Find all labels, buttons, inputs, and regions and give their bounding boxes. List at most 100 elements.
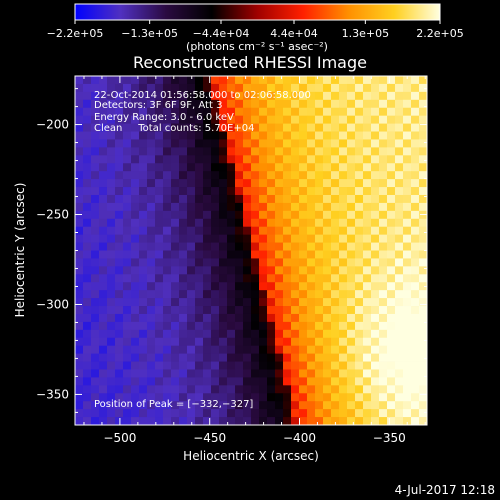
- heatmap-cell: [355, 393, 364, 402]
- heatmap-cell: [323, 266, 332, 275]
- heatmap-cell: [219, 298, 228, 307]
- heatmap-cell: [131, 353, 140, 362]
- heatmap-cell: [331, 266, 340, 275]
- heatmap-cell: [259, 139, 268, 148]
- heatmap-cell: [219, 99, 228, 109]
- heatmap-cell: [403, 115, 412, 124]
- heatmap-cell: [291, 194, 300, 204]
- heatmap-cell: [363, 329, 372, 339]
- heatmap-cell: [339, 409, 348, 418]
- heatmap-cell: [259, 329, 268, 339]
- heatmap-cell: [323, 202, 332, 212]
- heatmap-cell: [123, 409, 132, 418]
- heatmap-cell: [179, 282, 188, 291]
- heatmap-cell: [299, 171, 308, 180]
- heatmap-cell: [267, 179, 276, 188]
- heatmap-cell: [83, 313, 92, 323]
- heatmap-cell: [355, 123, 364, 132]
- heatmap-cell: [251, 417, 260, 426]
- heatmap-cell: [99, 345, 108, 355]
- heatmap-cell: [163, 179, 172, 188]
- heatmap-cell: [171, 234, 180, 243]
- heatmap-cell: [123, 337, 132, 347]
- heatmap-cell: [235, 234, 244, 243]
- heatmap-cell: [139, 179, 148, 188]
- heatmap-cell: [219, 107, 228, 117]
- y-axis: −200−250−300−350: [36, 88, 427, 413]
- heatmap-cell: [339, 234, 348, 243]
- heatmap-cell: [323, 147, 332, 156]
- heatmap-cell: [331, 298, 340, 307]
- heatmap-cell: [187, 321, 196, 331]
- colorbar-tick-label: 1.3e+05: [342, 27, 389, 40]
- heatmap-cell: [131, 155, 140, 164]
- heatmap-cell: [107, 83, 116, 93]
- heatmap-cell: [179, 306, 188, 315]
- heatmap-cell: [115, 131, 124, 140]
- heatmap-cell: [211, 210, 220, 220]
- heatmap-cell: [115, 353, 124, 362]
- heatmap-cell: [139, 250, 148, 259]
- heatmap-cell: [203, 401, 212, 410]
- heatmap-cell: [131, 266, 140, 275]
- heatmap-cell: [259, 393, 268, 402]
- heatmap-cell: [323, 409, 332, 418]
- heatmap-cell: [299, 234, 308, 243]
- heatmap-cell: [387, 99, 396, 109]
- heatmap-cell: [139, 91, 148, 101]
- heatmap-cell: [363, 76, 372, 85]
- heatmap-cell: [331, 306, 340, 315]
- heatmap-cell: [179, 329, 188, 339]
- heatmap-cell: [195, 313, 204, 323]
- heatmap-cell: [283, 91, 292, 101]
- heatmap-cell: [163, 99, 172, 109]
- heatmap-cell: [171, 91, 180, 101]
- heatmap-cell: [323, 76, 332, 85]
- heatmap-cell: [227, 401, 236, 410]
- heatmap-cell: [155, 274, 164, 283]
- heatmap-cell: [379, 194, 388, 204]
- heatmap-cell: [139, 107, 148, 117]
- heatmap-cell: [299, 369, 308, 378]
- heatmap-cell: [419, 91, 428, 101]
- heatmap-cell: [91, 234, 100, 243]
- heatmap-cell: [227, 147, 236, 156]
- heatmap-cell: [363, 266, 372, 275]
- heatmap-cell: [379, 91, 388, 101]
- heatmap-cell: [139, 123, 148, 132]
- heatmap-cell: [371, 337, 380, 347]
- heatmap-cell: [283, 417, 292, 426]
- heatmap-cell: [299, 179, 308, 188]
- heatmap-cell: [371, 306, 380, 315]
- heatmap-cell: [99, 147, 108, 156]
- heatmap-cell: [355, 417, 364, 426]
- heatmap-cell: [267, 290, 276, 299]
- heatmap-cell: [331, 123, 340, 132]
- heatmap-cell: [363, 123, 372, 132]
- heatmap-cell: [83, 242, 92, 251]
- heatmap-cell: [211, 83, 220, 93]
- heatmap-cell: [299, 377, 308, 386]
- heatmap-cell: [307, 321, 316, 331]
- heatmap-cell: [203, 76, 212, 85]
- heatmap-cell: [315, 377, 324, 386]
- heatmap-cell: [267, 155, 276, 164]
- heatmap-cell: [147, 393, 156, 402]
- heatmap-cell: [99, 417, 108, 426]
- heatmap-cell: [179, 123, 188, 132]
- heatmap-cell: [299, 76, 308, 85]
- heatmap-cell: [259, 258, 268, 267]
- heatmap-cell: [227, 282, 236, 291]
- heatmap-cell: [91, 123, 100, 132]
- heatmap-cell: [91, 163, 100, 172]
- heatmap-cell: [139, 258, 148, 267]
- heatmap-cell: [267, 91, 276, 101]
- heatmap-cell: [307, 401, 316, 410]
- heatmap-cell: [411, 147, 420, 156]
- heatmap-cell: [347, 139, 356, 148]
- heatmap-cell: [299, 266, 308, 275]
- heatmap-cell: [331, 76, 340, 85]
- heatmap-cell: [315, 194, 324, 204]
- heatmap-cell: [371, 147, 380, 156]
- heatmap-cell: [219, 274, 228, 283]
